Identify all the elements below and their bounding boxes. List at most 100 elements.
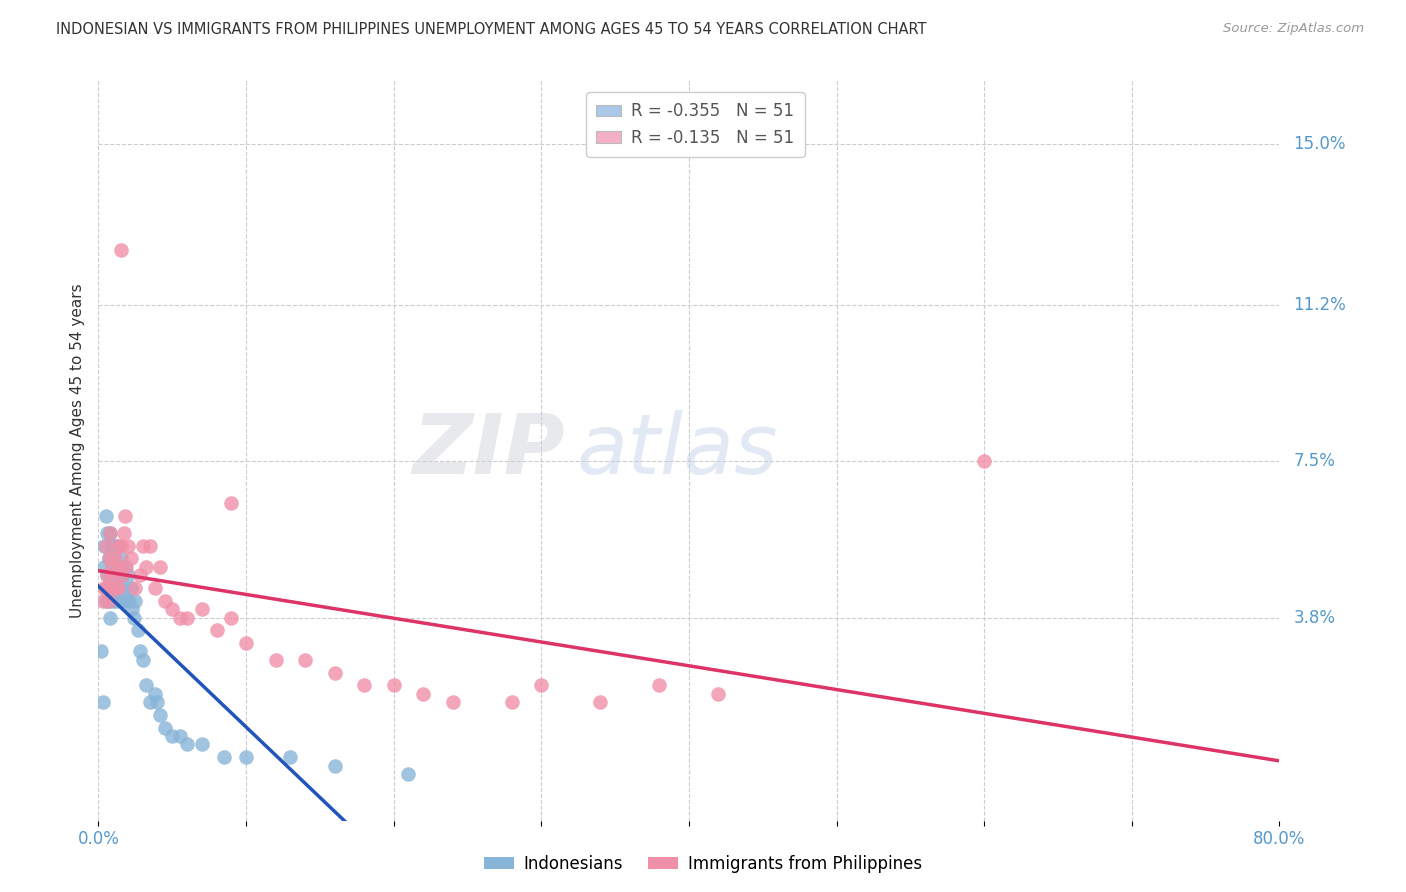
Point: [120, 551, 142, 566]
Point: [323, 665, 346, 680]
Point: [112, 581, 135, 595]
Point: [107, 581, 129, 595]
Point: [353, 678, 375, 692]
Point: [94, 581, 117, 595]
Point: [110, 243, 132, 257]
Point: [100, 559, 122, 574]
Point: [103, 568, 125, 582]
Text: 7.5%: 7.5%: [1294, 452, 1336, 470]
Point: [94, 539, 117, 553]
Text: 15.0%: 15.0%: [1294, 135, 1346, 153]
Text: atlas: atlas: [576, 410, 779, 491]
Point: [153, 593, 176, 607]
Point: [98, 610, 121, 624]
Point: [111, 568, 134, 582]
Text: ZIP: ZIP: [412, 410, 565, 491]
Point: [441, 695, 464, 709]
Point: [103, 539, 125, 553]
Point: [100, 581, 122, 595]
Point: [98, 525, 121, 540]
Point: [212, 750, 235, 764]
Point: [114, 559, 136, 574]
Point: [162, 602, 183, 616]
Point: [149, 559, 172, 574]
Point: [93, 559, 115, 574]
Point: [91, 593, 114, 607]
Point: [191, 602, 214, 616]
Point: [91, 695, 114, 709]
Point: [135, 678, 157, 692]
Point: [143, 581, 166, 595]
Point: [323, 758, 346, 772]
Point: [128, 644, 150, 658]
Point: [124, 581, 146, 595]
Point: [264, 653, 287, 667]
Point: [100, 559, 122, 574]
Point: [103, 593, 125, 607]
Point: [205, 624, 228, 638]
Y-axis label: Unemployment Among Ages 45 to 54 years: Unemployment Among Ages 45 to 54 years: [69, 283, 84, 618]
Point: [530, 678, 553, 692]
Point: [169, 610, 191, 624]
Point: [501, 695, 523, 709]
Point: [107, 539, 129, 553]
Text: 11.2%: 11.2%: [1294, 295, 1346, 313]
Point: [115, 593, 138, 607]
Point: [382, 678, 405, 692]
Point: [93, 539, 115, 553]
Point: [176, 738, 198, 752]
Point: [111, 568, 134, 582]
Point: [221, 496, 243, 510]
Legend: Indonesians, Immigrants from Philippines: Indonesians, Immigrants from Philippines: [477, 848, 929, 880]
Point: [176, 610, 198, 624]
Point: [235, 636, 257, 650]
Point: [221, 610, 243, 624]
Point: [117, 568, 139, 582]
Point: [108, 559, 131, 574]
Point: [122, 610, 145, 624]
Point: [105, 539, 128, 553]
Point: [294, 653, 316, 667]
Point: [153, 721, 176, 735]
Point: [117, 539, 139, 553]
Point: [280, 750, 302, 764]
Legend: R = -0.355   N = 51, R = -0.135   N = 51: R = -0.355 N = 51, R = -0.135 N = 51: [586, 92, 804, 157]
Point: [124, 593, 146, 607]
Point: [149, 707, 172, 722]
Point: [97, 593, 120, 607]
Point: [118, 593, 141, 607]
Point: [398, 767, 420, 781]
Point: [104, 551, 127, 566]
Point: [90, 644, 112, 658]
Point: [114, 509, 136, 524]
Point: [121, 602, 143, 616]
Point: [707, 687, 730, 701]
Point: [235, 750, 257, 764]
Point: [96, 525, 118, 540]
Point: [115, 559, 138, 574]
Point: [146, 695, 169, 709]
Point: [191, 738, 214, 752]
Point: [143, 687, 166, 701]
Text: INDONESIAN VS IMMIGRANTS FROM PHILIPPINES UNEMPLOYMENT AMONG AGES 45 TO 54 YEARS: INDONESIAN VS IMMIGRANTS FROM PHILIPPINE…: [56, 22, 927, 37]
Point: [132, 653, 155, 667]
Point: [98, 525, 121, 540]
Point: [589, 695, 612, 709]
Point: [96, 568, 118, 582]
Point: [139, 695, 162, 709]
Point: [108, 581, 131, 595]
Point: [648, 678, 671, 692]
Point: [412, 687, 434, 701]
Point: [128, 568, 150, 582]
Point: [107, 568, 129, 582]
Point: [98, 581, 121, 595]
Point: [110, 551, 132, 566]
Text: Source: ZipAtlas.com: Source: ZipAtlas.com: [1223, 22, 1364, 36]
Point: [97, 593, 120, 607]
Point: [169, 729, 191, 743]
Point: [94, 509, 117, 524]
Point: [96, 568, 118, 582]
Point: [162, 729, 183, 743]
Point: [93, 581, 115, 595]
Point: [135, 559, 157, 574]
